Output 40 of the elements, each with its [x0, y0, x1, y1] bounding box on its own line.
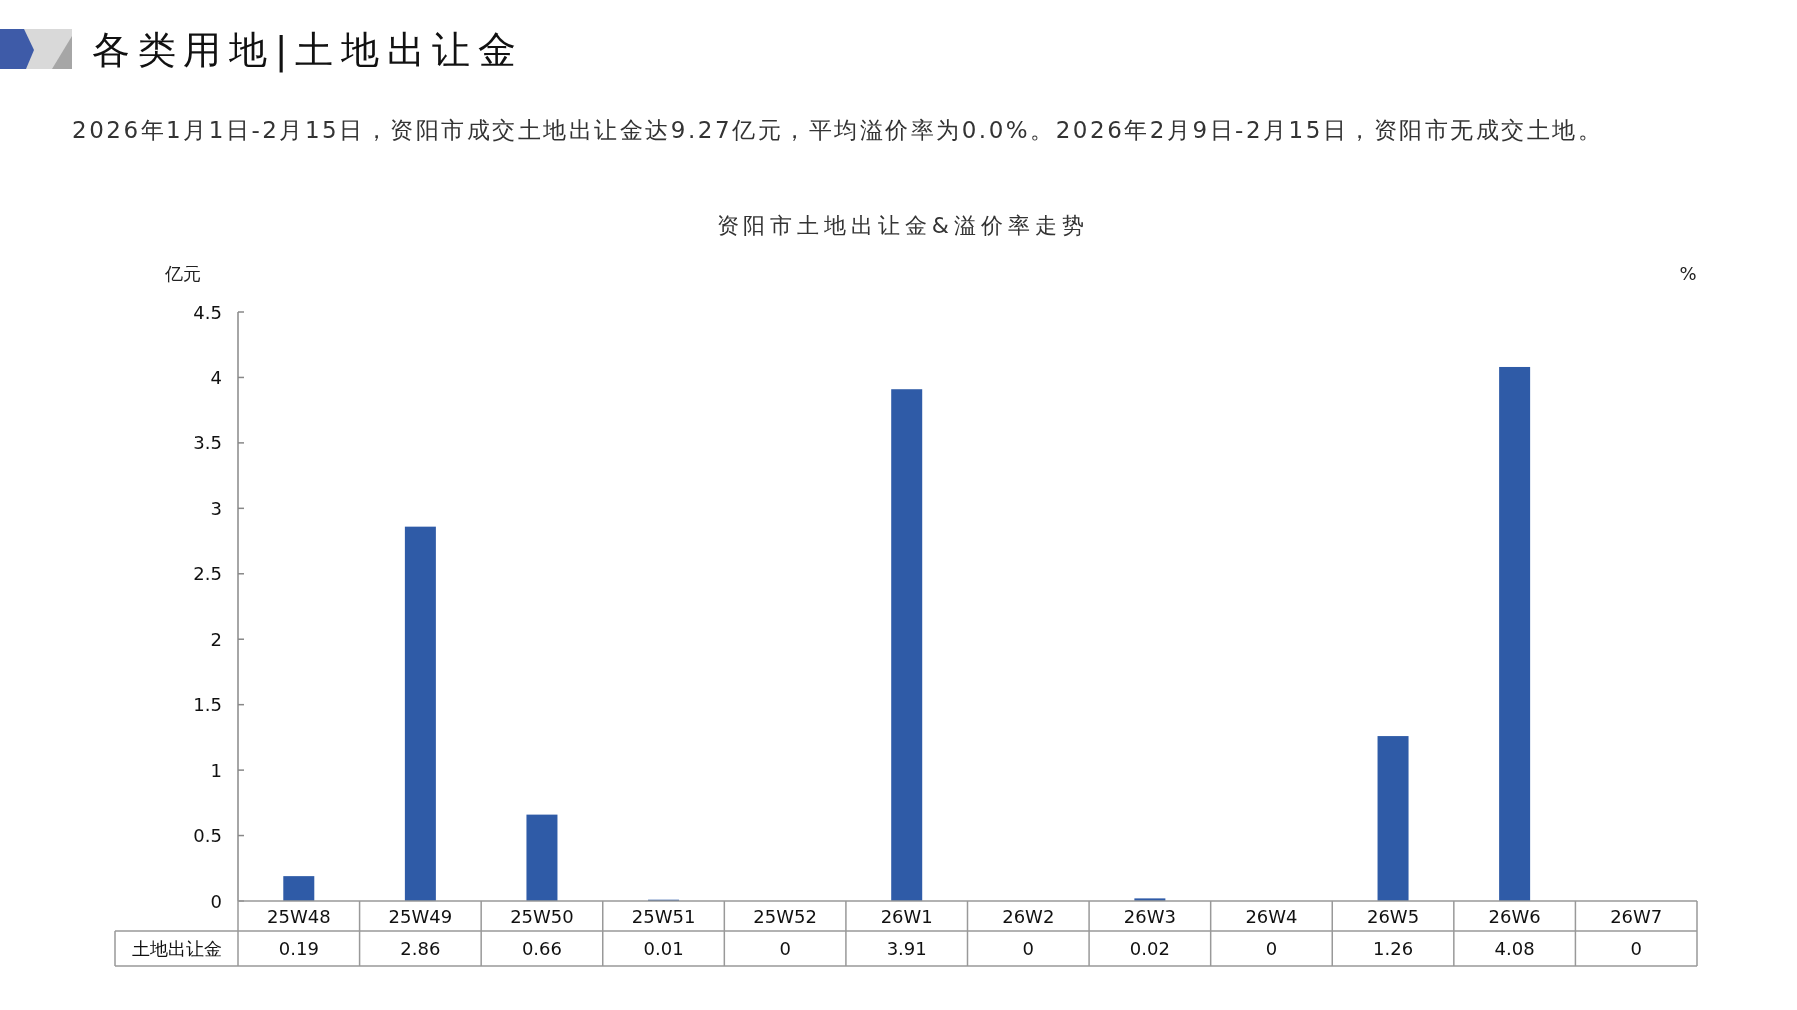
y-tick-label: 4.5: [193, 301, 222, 323]
data-label: 2.86: [400, 938, 441, 959]
data-label: 0.01: [643, 938, 684, 959]
y-axis-title: 亿元: [164, 262, 201, 284]
x-tick-label: 26W3: [1123, 905, 1176, 927]
text: 土地出让金: [131, 938, 222, 959]
data-label: 3.91: [886, 938, 927, 959]
y-tick-label: 4: [210, 366, 222, 388]
data-label: 0.19: [278, 938, 319, 959]
x-tick-label: 26W7: [1610, 905, 1663, 927]
data-label: 0: [1022, 938, 1035, 959]
y-tick-label: 1: [210, 759, 222, 781]
data-label: 0.02: [1129, 938, 1170, 959]
text: 2026年1月1日-2月15日，资阳市成交土地出让金达9.27亿元，平均溢价率为0.0%。2026年2月9日-2月15日，资阳市无成交土地。: [72, 117, 1601, 143]
x-tick-label: 26W2: [1002, 905, 1055, 927]
y-tick-label: 3: [210, 497, 222, 519]
data-label: 0: [779, 938, 791, 959]
y-tick-label: 3.5: [193, 432, 222, 454]
data-label: 0.66: [521, 938, 562, 959]
x-tick-label: 26W6: [1488, 905, 1541, 927]
x-tick-label: 25W48: [266, 905, 331, 927]
x-tick-label: 25W51: [631, 905, 696, 927]
x-tick-label: 26W4: [1245, 905, 1298, 927]
x-tick-label: 26W1: [880, 905, 933, 927]
y-tick-label: 2: [210, 628, 222, 650]
x-tick-label: 25W50: [510, 905, 574, 927]
x-tick-label: 26W5: [1366, 905, 1420, 927]
chart-title: 资阳市土地出让金&溢价率走势: [716, 212, 1084, 238]
x-tick-label: 25W49: [388, 905, 453, 927]
data-label: 4.08: [1494, 938, 1535, 959]
data-label: 1.26: [1373, 938, 1414, 959]
y-tick-label: 0.5: [193, 825, 222, 847]
data-label: 0: [1630, 938, 1642, 959]
x-tick-label: 25W52: [753, 905, 817, 927]
y-tick-label: 2.5: [193, 563, 222, 585]
y2-axis-title: %: [1679, 262, 1697, 284]
y-tick-label: 0: [210, 890, 222, 912]
y-tick-label: 1.5: [193, 694, 222, 716]
data-label: 0: [1265, 938, 1278, 959]
text: 各类用地|土地出让金: [92, 28, 516, 73]
